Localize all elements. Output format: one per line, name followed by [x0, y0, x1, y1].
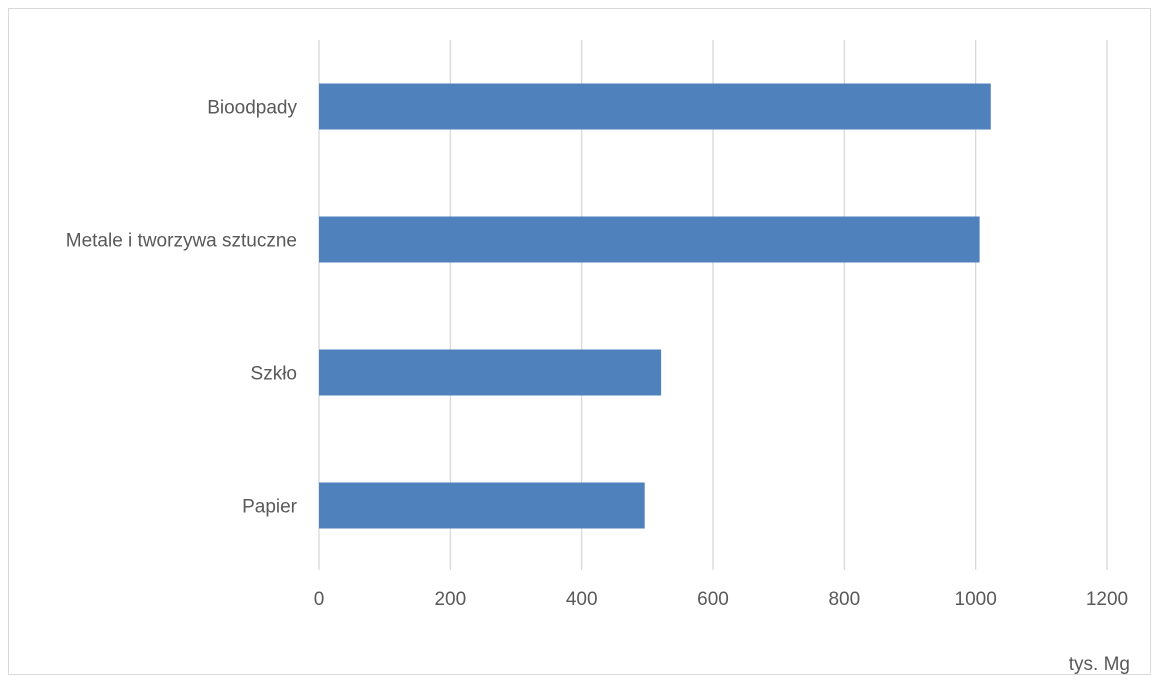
bars — [319, 83, 991, 529]
category-label: Papier — [242, 497, 298, 518]
x-tick-label: 600 — [697, 589, 729, 610]
category-labels: Bioodpady Metale i tworzywa sztuczne Szkło… — [66, 98, 298, 518]
bar — [319, 349, 662, 396]
bar — [319, 216, 980, 263]
x-tick-label: 200 — [434, 589, 466, 610]
x-tick-label: 400 — [566, 589, 598, 610]
category-label: Szkło — [251, 364, 297, 385]
bar — [319, 83, 991, 130]
category-label: Metale i tworzywa sztuczne — [66, 231, 297, 252]
category-label: Bioodpady — [207, 98, 297, 119]
x-tick-label: 800 — [828, 589, 860, 610]
bar — [319, 482, 645, 529]
x-tick-label: 1000 — [955, 589, 997, 610]
x-tick-label: 0 — [314, 589, 325, 610]
x-tick-labels: 0 200 400 600 800 1000 1200 — [314, 589, 1128, 610]
x-tick-label: 1200 — [1086, 589, 1128, 610]
x-axis-title: tys. Mg — [1069, 654, 1130, 675]
